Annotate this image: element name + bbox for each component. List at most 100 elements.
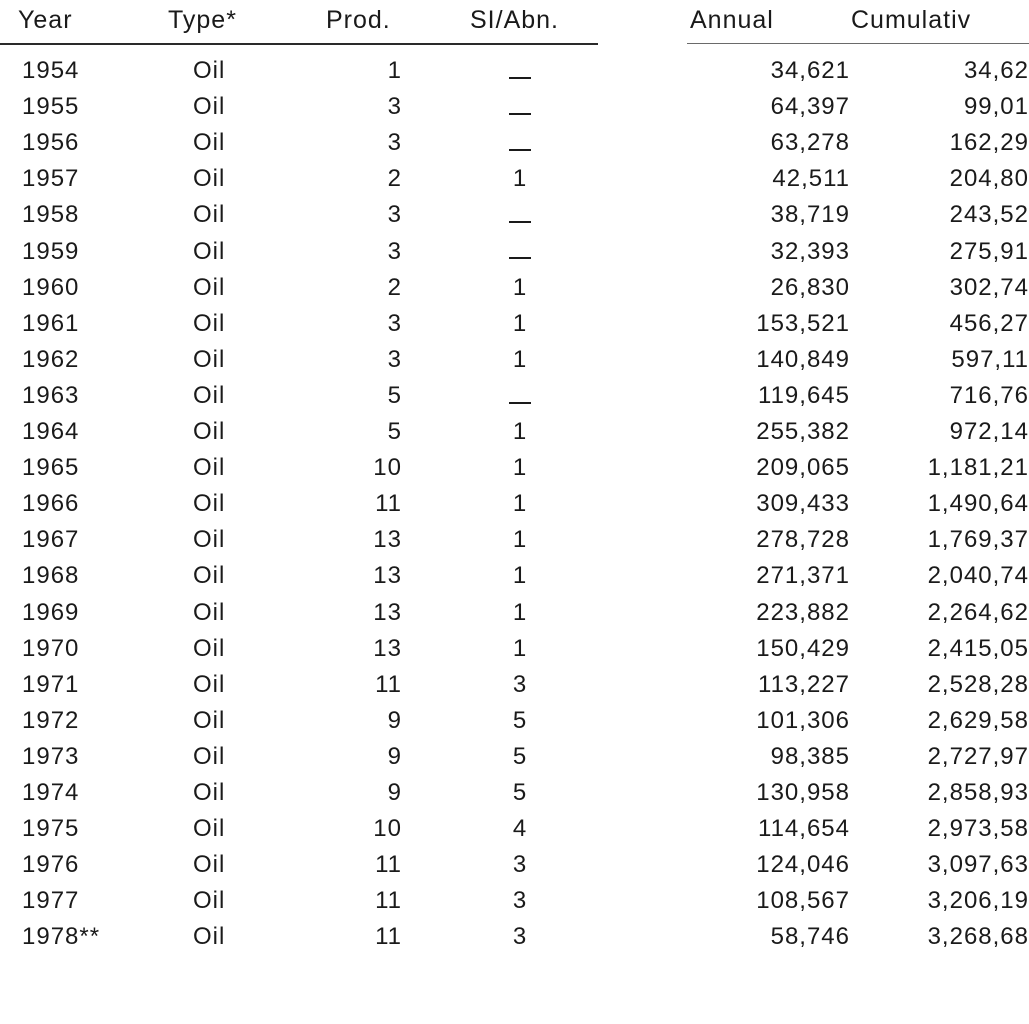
cell-cumulative: 2,040,74 — [927, 562, 1029, 590]
cell-cumulative: 34,62 — [963, 57, 1029, 84]
cell-year: 1977 — [22, 887, 80, 915]
cell-type: Oil — [193, 129, 226, 157]
header-rule-right — [687, 43, 1029, 44]
cell-prod: 2 — [387, 165, 402, 193]
cell-cumulative: 2,629,58 — [927, 706, 1029, 734]
cell-annual: 114,654 — [758, 815, 850, 843]
cell-prod: 13 — [373, 562, 402, 590]
cell-prod: 13 — [373, 598, 402, 626]
cell-year: 1955 — [22, 93, 80, 121]
table-row: 1978** Oil 11 3 58,746 3,268,68 — [0, 920, 1029, 954]
cell-year: 1964 — [22, 418, 80, 445]
cell-prod: 9 — [387, 706, 402, 734]
cell-year: 1976 — [22, 851, 80, 879]
cell-si-abn: 3 — [512, 887, 528, 915]
dash-mark — [509, 76, 531, 79]
cell-cumulative: 3,206,19 — [927, 887, 1029, 915]
cell-si-abn: 1 — [512, 490, 528, 518]
cell-year: 1957 — [22, 165, 80, 193]
table-row: 1957 Oil 2 1 42,511 204,80 — [0, 162, 1029, 196]
table-row: 1974 Oil 9 5 130,958 2,858,93 — [0, 776, 1029, 810]
cell-prod: 9 — [387, 779, 402, 806]
cell-prod: 3 — [387, 129, 402, 157]
cell-annual: 98,385 — [770, 742, 850, 770]
table-row: 1958 Oil 3 38,719 243,52 — [0, 198, 1029, 232]
header-type: Type* — [168, 6, 237, 34]
cell-si-abn: 1 — [512, 454, 528, 482]
cell-si-abn — [490, 379, 550, 413]
table-row: 1959 Oil 3 32,393 275,91 — [0, 235, 1029, 269]
cell-cumulative: 972,14 — [949, 418, 1029, 445]
cell-year: 1960 — [22, 273, 80, 301]
cell-type: Oil — [193, 237, 226, 265]
cell-year: 1958 — [22, 201, 80, 229]
cell-type: Oil — [193, 418, 226, 445]
table-row: 1965 Oil 10 1 209,065 1,181,21 — [0, 451, 1029, 485]
cell-si-abn: 1 — [512, 309, 528, 337]
cell-cumulative: 3,097,63 — [927, 851, 1029, 879]
cell-type: Oil — [193, 526, 226, 554]
cell-prod: 2 — [387, 273, 402, 301]
dash-mark — [509, 257, 531, 260]
cell-prod: 10 — [373, 815, 402, 843]
table-row: 1967 Oil 13 1 278,728 1,769,37 — [0, 523, 1029, 557]
cell-year: 1959 — [22, 237, 80, 265]
cell-type: Oil — [193, 923, 226, 951]
cell-year: 1973 — [22, 742, 80, 770]
cell-annual: 153,521 — [756, 309, 850, 337]
cell-annual: 309,433 — [756, 490, 850, 518]
cell-annual: 119,645 — [758, 381, 850, 409]
cell-prod: 3 — [387, 309, 402, 337]
cell-si-abn: 1 — [512, 598, 528, 626]
cell-si-abn — [490, 198, 550, 232]
cell-si-abn — [490, 54, 550, 88]
cell-cumulative: 3,268,68 — [927, 923, 1029, 951]
header-rule-left — [0, 43, 598, 45]
cell-prod: 11 — [375, 670, 402, 698]
cell-type: Oil — [193, 454, 226, 482]
cell-cumulative: 716,76 — [949, 381, 1029, 409]
cell-type: Oil — [193, 634, 226, 662]
dash-mark — [509, 148, 531, 151]
cell-si-abn: 1 — [512, 418, 528, 445]
table-row: 1961 Oil 3 1 153,521 456,27 — [0, 307, 1029, 341]
cell-prod: 5 — [387, 381, 402, 409]
cell-year: 1971 — [22, 670, 80, 698]
cell-annual: 34,621 — [770, 57, 850, 84]
cell-annual: 255,382 — [756, 418, 850, 445]
cell-prod: 13 — [373, 526, 402, 554]
cell-cumulative: 2,528,28 — [927, 670, 1029, 698]
cell-prod: 11 — [375, 923, 402, 951]
header-prod: Prod. — [326, 6, 391, 34]
table-row: 1955 Oil 3 64,397 99,01 — [0, 90, 1029, 124]
cell-prod: 11 — [375, 490, 402, 518]
cell-cumulative: 597,11 — [951, 345, 1029, 373]
header-si-abn: SI/Abn. — [470, 6, 559, 34]
cell-annual: 63,278 — [770, 129, 850, 157]
table-row: 1969 Oil 13 1 223,882 2,264,62 — [0, 596, 1029, 630]
table-row: 1966 Oil 11 1 309,433 1,490,64 — [0, 487, 1029, 521]
cell-cumulative: 302,74 — [949, 273, 1029, 301]
cell-type: Oil — [193, 309, 226, 337]
cell-annual: 150,429 — [756, 634, 850, 662]
cell-cumulative: 1,181,21 — [927, 454, 1029, 482]
cell-prod: 3 — [387, 93, 402, 121]
cell-annual: 271,371 — [756, 562, 850, 590]
header-year: Year — [18, 6, 73, 34]
cell-annual: 58,746 — [770, 923, 850, 951]
table-row: 1972 Oil 9 5 101,306 2,629,58 — [0, 704, 1029, 738]
cell-year: 1978** — [22, 923, 101, 951]
cell-type: Oil — [193, 779, 226, 806]
cell-annual: 101,306 — [756, 706, 850, 734]
cell-annual: 113,227 — [758, 670, 850, 698]
cell-year: 1975 — [22, 815, 80, 843]
cell-year: 1965 — [22, 454, 80, 482]
cell-cumulative: 204,80 — [949, 165, 1029, 193]
cell-year: 1966 — [22, 490, 80, 518]
cell-type: Oil — [193, 93, 226, 121]
cell-type: Oil — [193, 201, 226, 229]
cell-cumulative: 2,264,62 — [927, 598, 1029, 626]
cell-cumulative: 2,727,97 — [927, 742, 1029, 770]
cell-annual: 278,728 — [756, 526, 850, 554]
cell-type: Oil — [193, 562, 226, 590]
